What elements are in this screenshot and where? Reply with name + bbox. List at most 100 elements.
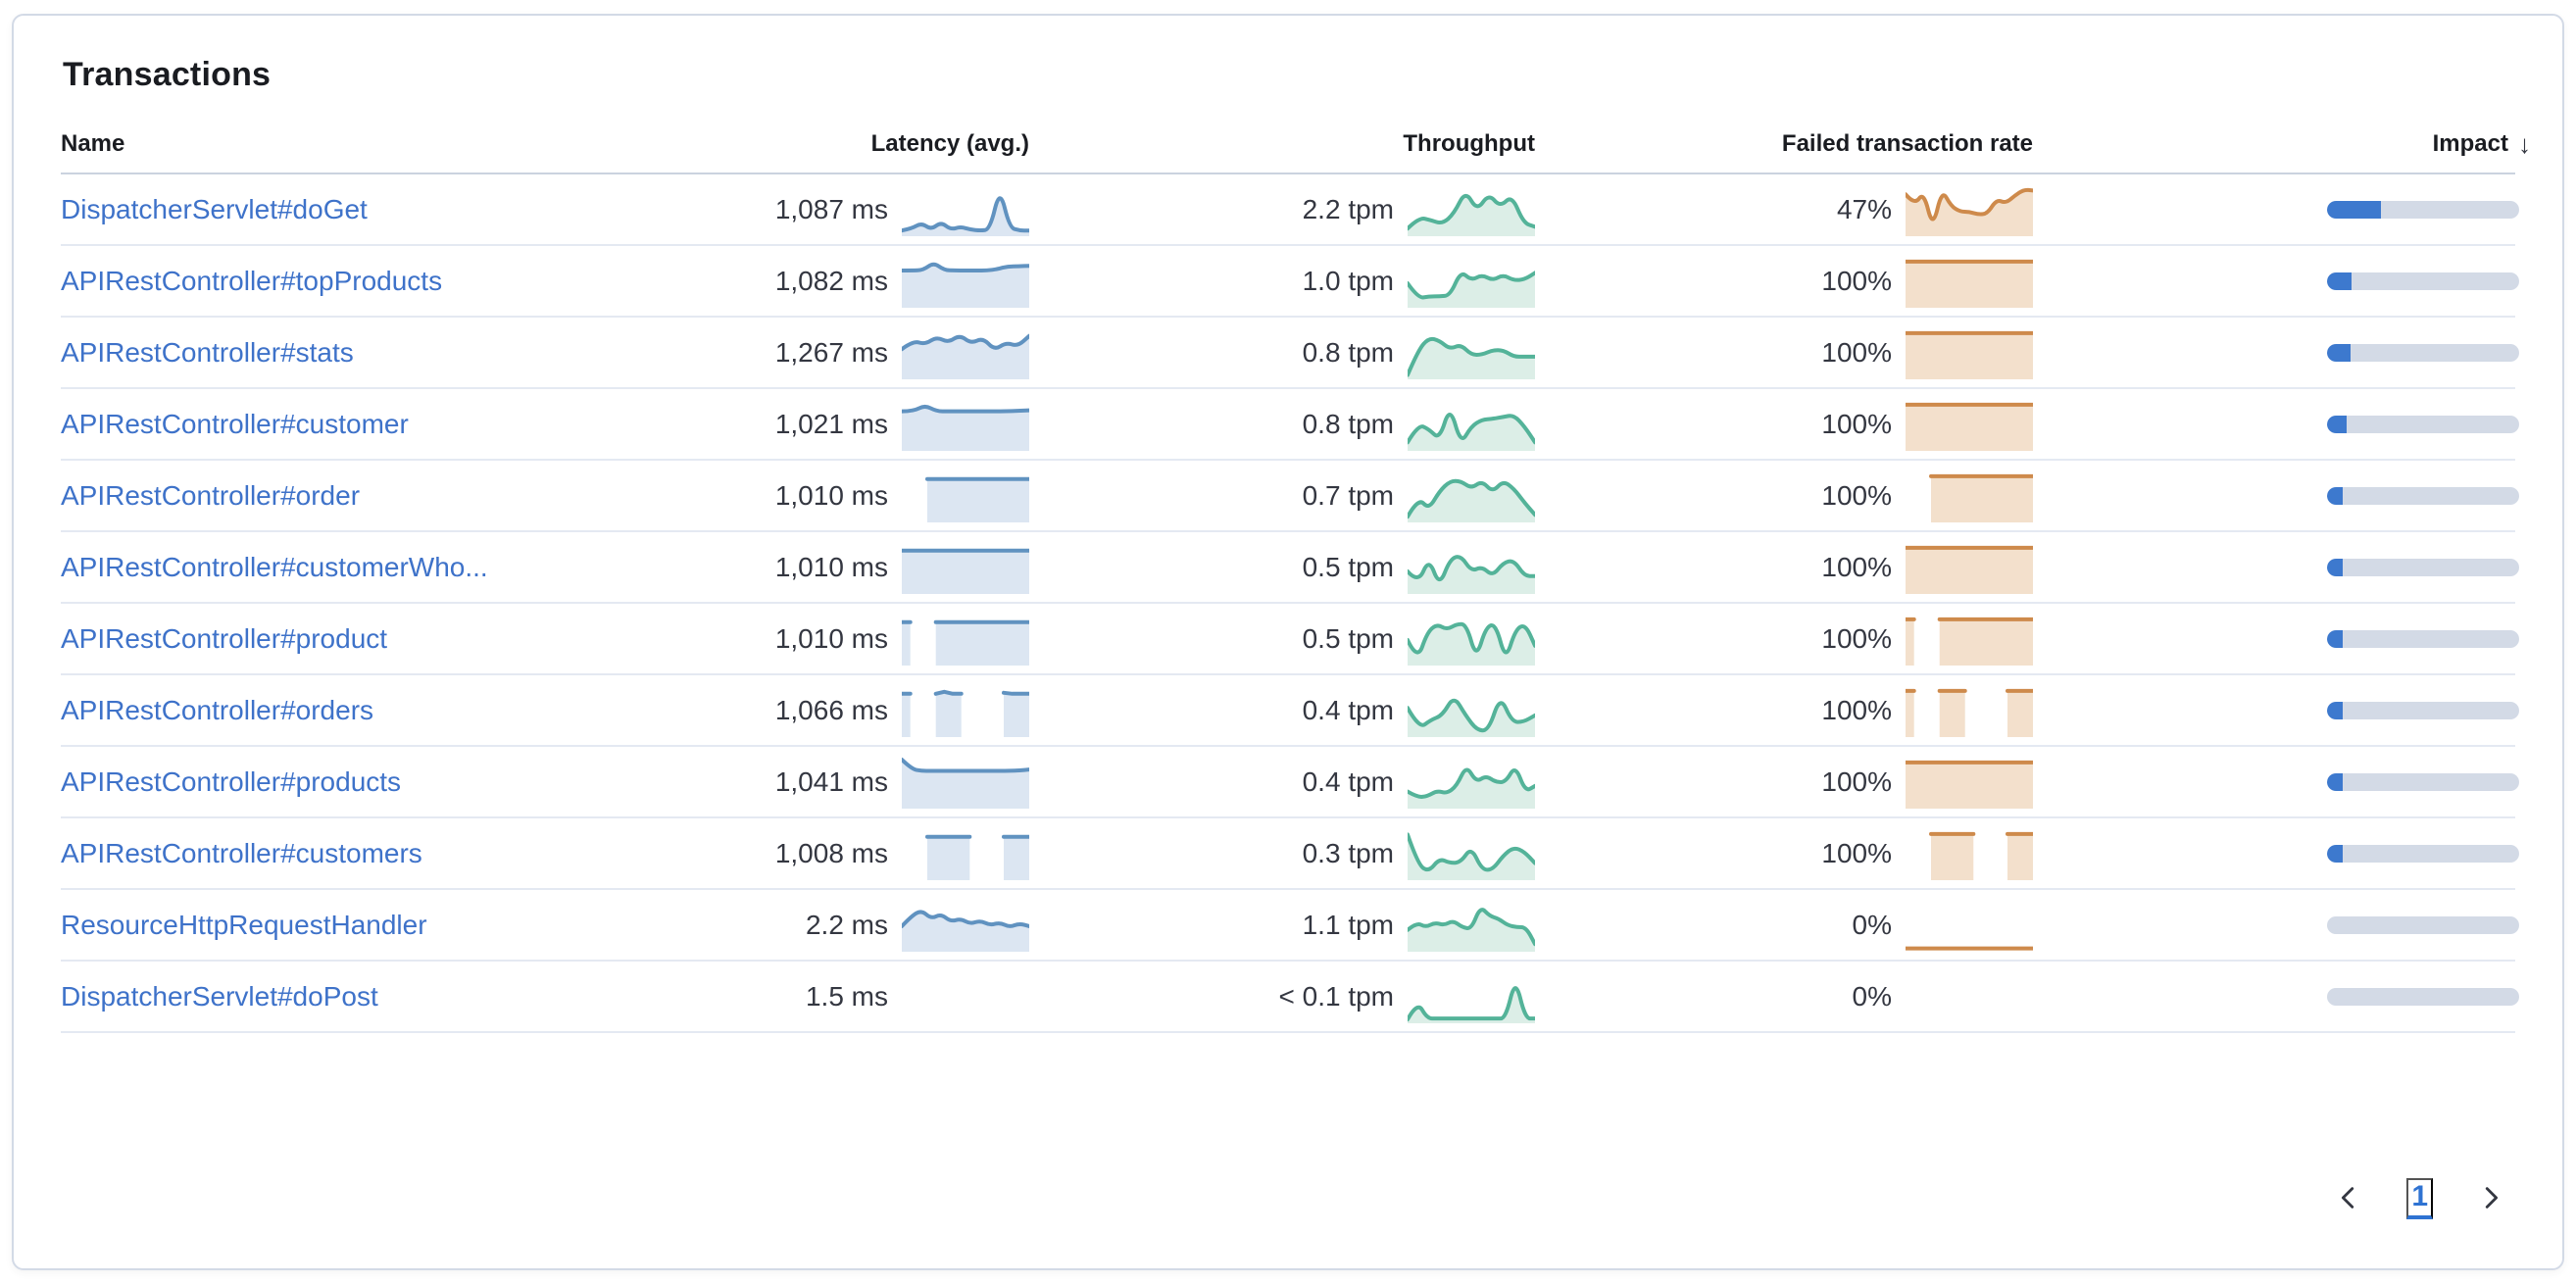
- throughput-value: 0.4 tpm: [1302, 765, 1394, 797]
- throughput-value: 0.7 tpm: [1302, 479, 1394, 511]
- impact-bar-fill: [2327, 343, 2351, 362]
- latency-value: 1,010 ms: [774, 479, 888, 511]
- table-row: APIRestController#order 1,010 ms 0.7 tpm…: [61, 461, 2519, 532]
- latency-sparkline: [902, 469, 1029, 522]
- transaction-link[interactable]: APIRestController#product: [61, 622, 388, 654]
- impact-bar-fill: [2327, 415, 2347, 433]
- impact-bar: [2327, 558, 2519, 576]
- throughput-sparkline: [1408, 613, 1535, 666]
- throughput-value: 0.5 tpm: [1302, 622, 1394, 654]
- failed-rate-sparkline: [1906, 398, 2033, 451]
- latency-sparkline: [902, 899, 1029, 952]
- latency-value: 1,066 ms: [774, 694, 888, 725]
- failed-rate-value: 47%: [1836, 193, 1892, 224]
- table-row: APIRestController#products 1,041 ms 0.4 …: [61, 747, 2519, 818]
- failed-rate-sparkline: [1906, 541, 2033, 594]
- prev-page-button[interactable]: [2330, 1179, 2367, 1219]
- throughput-sparkline: [1408, 684, 1535, 737]
- transaction-link[interactable]: APIRestController#stats: [61, 336, 354, 368]
- throughput-value: 0.4 tpm: [1302, 694, 1394, 725]
- latency-value: 1,041 ms: [774, 765, 888, 797]
- table-body: DispatcherServlet#doGet 1,087 ms 2.2 tpm…: [61, 174, 2519, 1033]
- latency-sparkline: [902, 756, 1029, 809]
- throughput-sparkline: [1408, 756, 1535, 809]
- transaction-link[interactable]: APIRestController#customers: [61, 837, 422, 868]
- panel-title: Transactions: [63, 56, 272, 93]
- throughput-sparkline: [1408, 398, 1535, 451]
- failed-rate-value: 100%: [1821, 694, 1892, 725]
- sort-desc-icon: ↓: [2518, 128, 2531, 159]
- transaction-link[interactable]: DispatcherServlet#doPost: [61, 980, 378, 1012]
- impact-bar: [2327, 772, 2519, 791]
- failed-rate-sparkline: [1906, 827, 2033, 880]
- failed-rate-sparkline: [1906, 756, 2033, 809]
- latency-sparkline: [902, 255, 1029, 308]
- transaction-link[interactable]: DispatcherServlet#doGet: [61, 193, 368, 224]
- latency-value: 1,082 ms: [774, 265, 888, 296]
- throughput-sparkline: [1408, 970, 1535, 1023]
- latency-sparkline: [902, 398, 1029, 451]
- table-row: APIRestController#topProducts 1,082 ms 1…: [61, 246, 2519, 318]
- failed-rate-value: 100%: [1821, 622, 1892, 654]
- throughput-sparkline: [1408, 255, 1535, 308]
- latency-sparkline: [902, 183, 1029, 236]
- column-header-latency[interactable]: Latency (avg.): [870, 130, 1029, 157]
- impact-bar-fill: [2327, 486, 2343, 505]
- chevron-left-icon: [2334, 1183, 2363, 1215]
- throughput-value: 0.5 tpm: [1302, 551, 1394, 582]
- table-row: APIRestController#customerWho... 1,010 m…: [61, 532, 2519, 604]
- failed-rate-sparkline: [1906, 469, 2033, 522]
- chevron-right-icon: [2476, 1183, 2505, 1215]
- throughput-value: 0.3 tpm: [1302, 837, 1394, 868]
- column-header-impact[interactable]: Impact ↓: [2432, 128, 2531, 159]
- table-row: APIRestController#product 1,010 ms 0.5 t…: [61, 604, 2519, 675]
- failed-rate-value: 0%: [1852, 909, 1892, 940]
- impact-bar: [2327, 844, 2519, 863]
- latency-sparkline: [902, 827, 1029, 880]
- failed-rate-sparkline: [1906, 326, 2033, 379]
- failed-rate-value: 100%: [1821, 837, 1892, 868]
- failed-rate-sparkline: [1906, 183, 2033, 236]
- failed-rate-sparkline: [1906, 684, 2033, 737]
- table-row: DispatcherServlet#doGet 1,087 ms 2.2 tpm…: [61, 174, 2519, 246]
- impact-bar: [2327, 415, 2519, 433]
- column-header-failed-rate[interactable]: Failed transaction rate: [1781, 130, 2033, 157]
- latency-value: 1,008 ms: [774, 837, 888, 868]
- failed-rate-value: 100%: [1821, 265, 1892, 296]
- transactions-panel: Transactions Name Latency (avg.) Through…: [12, 14, 2564, 1270]
- failed-rate-sparkline: [1906, 613, 2033, 666]
- latency-value: 1,010 ms: [774, 622, 888, 654]
- transaction-link[interactable]: ResourceHttpRequestHandler: [61, 909, 427, 940]
- throughput-value: < 0.1 tpm: [1278, 980, 1394, 1012]
- pagination: 1: [61, 1178, 2515, 1219]
- latency-sparkline: [902, 326, 1029, 379]
- throughput-value: 1.0 tpm: [1302, 265, 1394, 296]
- transaction-link[interactable]: APIRestController#products: [61, 765, 402, 797]
- transaction-link[interactable]: APIRestController#orders: [61, 694, 374, 725]
- throughput-sparkline: [1408, 827, 1535, 880]
- transaction-link[interactable]: APIRestController#customerWho...: [61, 551, 488, 582]
- table-row: APIRestController#customers 1,008 ms 0.3…: [61, 818, 2519, 890]
- column-header-throughput[interactable]: Throughput: [1403, 130, 1535, 157]
- throughput-value: 1.1 tpm: [1302, 909, 1394, 940]
- throughput-value: 0.8 tpm: [1302, 336, 1394, 368]
- impact-bar: [2327, 343, 2519, 362]
- latency-sparkline: [902, 684, 1029, 737]
- failed-rate-sparkline: [1906, 255, 2033, 308]
- impact-bar-fill: [2327, 701, 2343, 719]
- impact-bar-fill: [2327, 200, 2381, 219]
- impact-bar: [2327, 629, 2519, 648]
- page-1-button[interactable]: 1: [2406, 1178, 2433, 1219]
- transaction-link[interactable]: APIRestController#topProducts: [61, 265, 443, 296]
- transaction-link[interactable]: APIRestController#customer: [61, 408, 409, 439]
- impact-bar-fill: [2327, 844, 2343, 863]
- latency-value: 1,087 ms: [774, 193, 888, 224]
- column-header-name[interactable]: Name: [61, 130, 125, 157]
- impact-bar: [2327, 272, 2519, 290]
- next-page-button[interactable]: [2472, 1179, 2509, 1219]
- failed-rate-value: 100%: [1821, 408, 1892, 439]
- transaction-link[interactable]: APIRestController#order: [61, 479, 361, 511]
- failed-rate-value: 100%: [1821, 479, 1892, 511]
- latency-value: 1,021 ms: [774, 408, 888, 439]
- failed-rate-value: 100%: [1821, 551, 1892, 582]
